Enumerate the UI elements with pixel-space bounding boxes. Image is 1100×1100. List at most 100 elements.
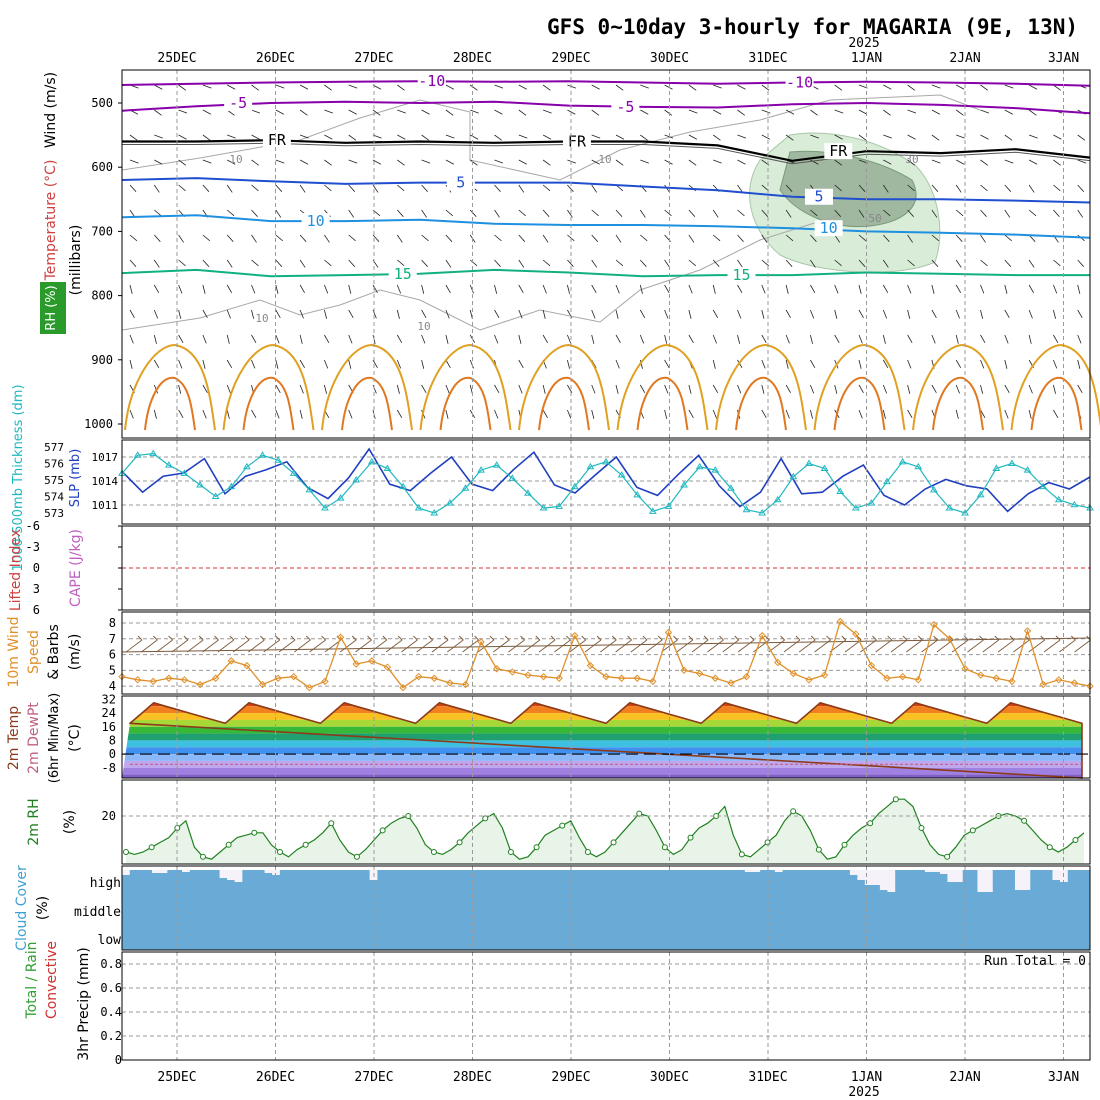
cloud-gap bbox=[984, 870, 993, 892]
wind-barb bbox=[251, 359, 256, 369]
wind-barb bbox=[567, 84, 576, 89]
wind-barb bbox=[688, 284, 693, 294]
thickness-point bbox=[492, 461, 501, 468]
wind-barb bbox=[470, 109, 479, 114]
wind-barb-10m bbox=[294, 639, 311, 653]
wind-speed-point bbox=[758, 631, 766, 640]
wind-barb bbox=[445, 234, 453, 242]
wind-barb bbox=[810, 234, 817, 242]
wind-barb bbox=[1077, 284, 1081, 294]
wind-barb bbox=[348, 109, 357, 115]
temp-band bbox=[122, 713, 1082, 720]
wind-barb bbox=[494, 409, 499, 419]
wind-barb bbox=[591, 109, 600, 116]
wind-barb bbox=[785, 134, 794, 141]
wind-barb bbox=[567, 359, 570, 369]
slp-axis-label: SLP (mb) bbox=[68, 449, 83, 508]
wind-barb bbox=[785, 109, 795, 115]
wind-barb bbox=[542, 409, 548, 418]
wind-barb-flag bbox=[290, 635, 296, 641]
temp-2m-line bbox=[129, 701, 1083, 779]
wind-tick-label: 7 bbox=[109, 632, 116, 646]
wind-speed-point bbox=[414, 672, 423, 681]
wind-speed-point bbox=[992, 674, 1001, 682]
wind-tick-label: 6 bbox=[109, 648, 116, 662]
wind-barb bbox=[810, 109, 818, 116]
wind-barb-flag bbox=[260, 635, 265, 641]
cloud-gap bbox=[219, 870, 228, 878]
wind-barb bbox=[810, 309, 815, 319]
wind-barb bbox=[396, 384, 400, 394]
wind-barb bbox=[1004, 209, 1011, 218]
wind-barb-flag bbox=[550, 635, 556, 641]
wind-barb bbox=[737, 384, 742, 394]
wind-speed-point bbox=[399, 683, 407, 692]
wind-barb-10m bbox=[753, 639, 770, 653]
rh-point bbox=[430, 849, 437, 855]
wind-barb bbox=[810, 409, 813, 419]
wind-barb bbox=[834, 159, 843, 166]
thickness-point bbox=[430, 509, 439, 516]
wind-barb bbox=[931, 234, 940, 242]
wind-barb bbox=[834, 334, 840, 343]
wind-barb bbox=[1004, 409, 1009, 419]
wind-barb bbox=[251, 259, 259, 267]
isotherm-25-loop bbox=[1030, 376, 1083, 431]
precip-tick-label: 0.4 bbox=[100, 1005, 122, 1019]
slp-tick-label: 1011 bbox=[92, 499, 119, 512]
wind-barb bbox=[615, 334, 621, 343]
wind-barb-flag bbox=[504, 635, 510, 641]
wind-barb-10m bbox=[278, 639, 296, 653]
wind-barb bbox=[518, 234, 526, 242]
wind-barb-flag bbox=[214, 635, 219, 641]
wind-barb bbox=[1077, 259, 1085, 267]
wind-barb bbox=[494, 134, 503, 141]
wind-barb bbox=[421, 334, 426, 344]
wind-barb bbox=[445, 334, 449, 344]
minmax-label: (6hr Min/Max) bbox=[47, 693, 62, 783]
contour-label-bg bbox=[388, 265, 417, 282]
wind-barb bbox=[688, 334, 694, 343]
wind-barb bbox=[834, 384, 838, 394]
wind-barb-10m bbox=[737, 639, 755, 653]
wind-barb bbox=[324, 84, 332, 91]
wind-barb bbox=[372, 184, 379, 193]
wind-barb bbox=[834, 84, 843, 91]
rh-point bbox=[892, 796, 899, 803]
wind-speed-point bbox=[274, 674, 282, 682]
rh-contour-label: 10 bbox=[598, 153, 611, 166]
thickness-point bbox=[243, 462, 251, 470]
slp-thickness-panel: 573 574 575 576 577 1011 1014 1017 1000-500mb Th… bbox=[11, 384, 1094, 572]
thickness-point bbox=[695, 462, 704, 470]
wind-barb bbox=[396, 409, 403, 418]
thickness-point bbox=[352, 476, 361, 483]
bottom-date-label: 2JAN bbox=[949, 1070, 980, 1085]
wind-barb bbox=[1077, 184, 1085, 192]
wind-speed-point bbox=[977, 671, 985, 679]
cloud-gap bbox=[159, 870, 168, 873]
wind-speed-point bbox=[867, 661, 876, 670]
wind-speed-point bbox=[914, 676, 922, 684]
wind-barb bbox=[591, 409, 595, 419]
wind-barb bbox=[421, 159, 431, 164]
cloud-gap bbox=[182, 870, 190, 872]
wind-barb bbox=[810, 284, 816, 293]
wind-barb bbox=[737, 284, 743, 293]
wind-barb bbox=[1004, 384, 1010, 393]
wind-barb-flag bbox=[458, 635, 464, 641]
wind-barb bbox=[664, 309, 669, 319]
wind-barb bbox=[737, 134, 747, 139]
wind-barb bbox=[907, 159, 916, 166]
thickness-point bbox=[945, 504, 954, 511]
precip-frame bbox=[121, 951, 1091, 1061]
wind-barb bbox=[154, 159, 163, 165]
wind-barb bbox=[907, 334, 913, 343]
wind-barb bbox=[445, 259, 452, 268]
wind-barb bbox=[640, 109, 649, 115]
wind-barb-10m bbox=[217, 639, 235, 653]
wind-barb bbox=[518, 209, 526, 217]
wind-barb bbox=[956, 134, 965, 139]
contour-label-p10: 10 bbox=[820, 219, 838, 237]
cape-lifted-index-panel: -6 -3 0 3 6 Lifted Index CAPE (J/kg) bbox=[8, 519, 1091, 617]
contour-label-bg bbox=[824, 143, 853, 160]
